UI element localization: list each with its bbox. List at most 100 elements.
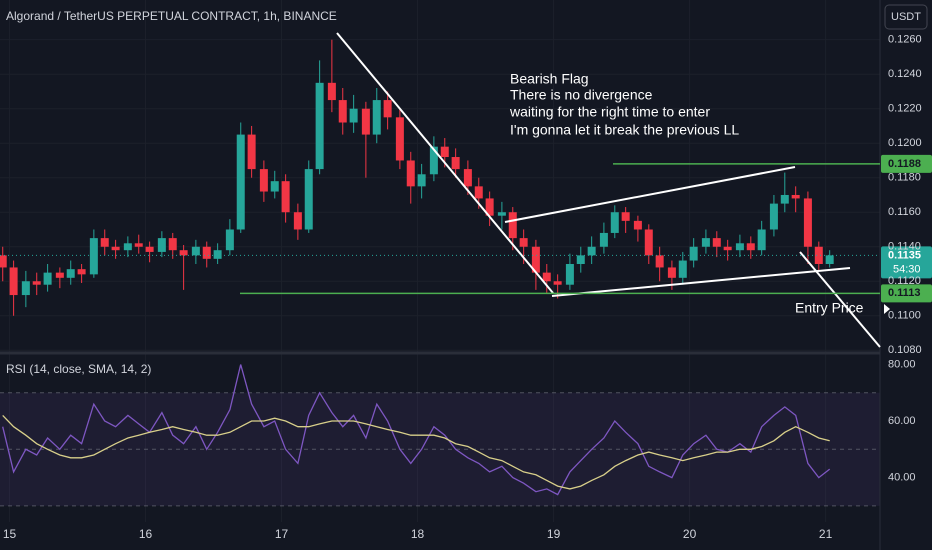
candle-body — [145, 246, 154, 252]
candle-body — [723, 246, 732, 251]
candle-body — [463, 169, 472, 187]
rsi-tick-label: 40.00 — [888, 471, 916, 483]
candle-body — [315, 82, 324, 170]
candle-body — [361, 108, 370, 135]
candle-body — [655, 255, 664, 268]
projection-line — [799, 251, 881, 348]
candle-body — [349, 108, 358, 123]
candle-body — [667, 267, 676, 278]
candle-body — [417, 174, 426, 187]
candle-body — [168, 238, 177, 251]
candle-body — [803, 198, 812, 247]
candle-body — [780, 194, 789, 204]
chart-title: Algorand / TetherUS PERPETUAL CONTRACT, … — [6, 9, 337, 23]
candle-body — [259, 169, 268, 192]
candle-body — [508, 212, 517, 239]
candle-body — [66, 269, 75, 278]
annotation-line: waiting for the right time to enter — [509, 104, 710, 120]
plot — [0, 39, 834, 496]
candle-body — [293, 212, 302, 230]
candle-body — [179, 250, 188, 256]
currency[interactable]: USDT — [891, 11, 921, 23]
rsi-line — [2, 414, 830, 490]
y-tick-label: 0.1260 — [888, 34, 922, 46]
y-tick-label: 0.1240 — [888, 68, 922, 80]
candle-body — [644, 229, 653, 256]
candle-body — [0, 255, 7, 268]
x-tick-label: 17 — [275, 527, 289, 541]
candle-body — [497, 212, 506, 216]
countdown: 54:30 — [893, 263, 921, 275]
candle-body — [485, 198, 494, 216]
level-label: 0.1113 — [888, 287, 920, 299]
candle-body — [21, 281, 30, 296]
candle-body — [769, 203, 778, 230]
candle-body — [633, 220, 642, 230]
y-tick-label: 0.1220 — [888, 103, 922, 115]
candle-body — [202, 246, 211, 259]
level-badge — [881, 284, 932, 303]
y-tick-label: 0.1100 — [888, 310, 921, 322]
grid — [0, 392, 880, 507]
candle-body — [712, 238, 721, 247]
candle-body — [100, 238, 109, 247]
flag-upper — [504, 166, 796, 223]
candle-body — [791, 194, 800, 199]
candle-body — [383, 100, 392, 118]
candle-body — [519, 238, 528, 247]
x-tick-label: 16 — [139, 527, 153, 541]
y-tick-label: 0.1140 — [888, 241, 921, 253]
candle-body — [757, 229, 766, 251]
y-tick-label: 0.1080 — [888, 344, 922, 356]
y-tick-label: 0.1180 — [888, 172, 921, 184]
candle-body — [406, 160, 415, 187]
candle-body — [689, 246, 698, 261]
annotation-line: I'm gonna let it break the previous LL — [510, 122, 739, 138]
rsi-line — [2, 364, 831, 496]
candle-body — [599, 232, 608, 247]
candle-body — [281, 181, 290, 213]
candle-body — [440, 146, 449, 158]
x-tick-label: 21 — [819, 527, 833, 541]
candle-body — [451, 157, 460, 170]
candle-body — [32, 281, 41, 285]
candle-body — [565, 264, 574, 285]
candle-body — [213, 250, 222, 259]
candle-body — [134, 243, 143, 247]
last-price-label: 0.1135 — [888, 249, 921, 261]
candle-body — [701, 238, 710, 247]
candle-body — [9, 267, 18, 296]
candle-body — [825, 255, 834, 264]
y-tick-label: 0.1160 — [888, 206, 921, 218]
y-tick-label: 0.1120 — [888, 275, 921, 287]
trend-line — [336, 32, 554, 294]
candle-body — [43, 272, 52, 285]
candle-body — [735, 243, 744, 251]
candle-body — [247, 134, 256, 170]
x-tick-label: 20 — [683, 527, 697, 541]
candle-body — [587, 246, 596, 256]
rsi-tick-label: 80.00 — [888, 358, 916, 370]
entry-label: Entry Price — [795, 300, 864, 316]
rsi-tick-label: 60.00 — [888, 415, 916, 427]
currency-button[interactable] — [884, 4, 928, 30]
indicator-title: RSI (14, close, SMA, 14, 2) — [6, 362, 151, 376]
annotation-line: There is no divergence — [510, 87, 653, 103]
candle-body — [395, 117, 404, 161]
candle-body — [429, 146, 438, 175]
candle-body — [270, 181, 279, 192]
candle-body — [610, 212, 619, 233]
candle-body — [678, 260, 687, 278]
level-badge — [881, 154, 932, 173]
x-tick-label: 19 — [547, 527, 561, 541]
candle-body — [327, 82, 336, 101]
level-label: 0.1188 — [888, 158, 921, 170]
overlay: 0.1188 0.1113 0.1135 54:30 — [0, 154, 932, 303]
x-tick-label: 18 — [411, 527, 425, 541]
y-tick-label: 0.1200 — [888, 137, 922, 149]
candle-body — [576, 255, 585, 264]
candle-body — [621, 212, 630, 221]
candle-body — [191, 246, 200, 256]
candle-body — [372, 100, 381, 135]
